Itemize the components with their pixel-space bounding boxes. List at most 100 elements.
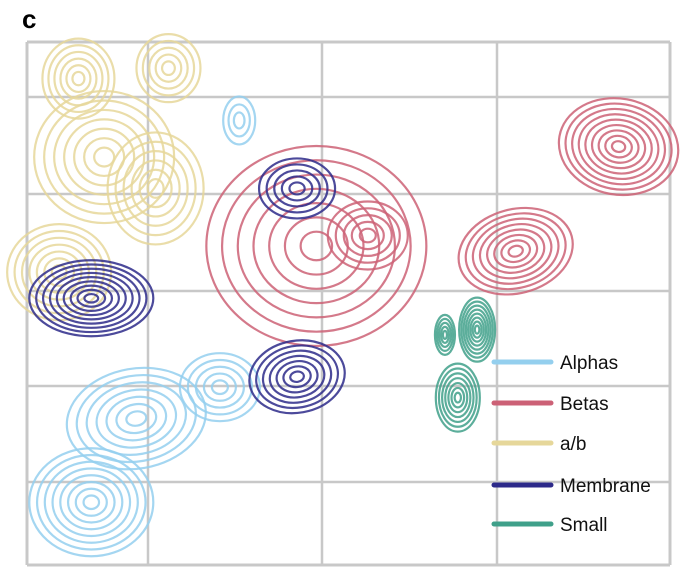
legend-label-alphas: Alphas: [560, 353, 618, 374]
contour-ring: [115, 402, 158, 435]
contour-ring: [194, 365, 245, 409]
contour-ring: [571, 107, 667, 186]
contour-ring: [205, 144, 428, 348]
contour-ring: [41, 267, 141, 329]
contour-ring: [28, 259, 155, 338]
contour-ring: [59, 474, 124, 531]
contour-ring: [55, 276, 127, 321]
contour-ring: [130, 159, 181, 218]
contour-ring: [63, 118, 146, 196]
contour-ring: [65, 64, 92, 94]
legend-item-ab: a/b: [491, 434, 586, 455]
contour-ring: [51, 467, 132, 538]
contour-ring: [450, 386, 466, 409]
contour-ring: [265, 163, 329, 214]
contour-ring: [106, 131, 205, 246]
contour-ring: [299, 230, 334, 262]
contour-ring: [577, 113, 660, 180]
contour-ring: [326, 200, 409, 271]
contour-ring: [437, 321, 453, 348]
contour-ring: [82, 494, 101, 511]
series-small: [433, 296, 497, 433]
series-ab: [6, 33, 205, 322]
contour-ring: [464, 212, 567, 291]
contour-ring: [473, 324, 481, 335]
contour-ring: [232, 111, 246, 130]
contour-ring: [342, 214, 393, 258]
contour-ring: [66, 480, 116, 524]
contour-ring: [557, 97, 680, 197]
contour-ring: [440, 372, 475, 424]
contour-ring: [268, 202, 365, 290]
contour-ring: [125, 410, 148, 427]
legend-item-alphas: Alphas: [491, 353, 618, 374]
contour-ring: [469, 316, 485, 343]
legend-label-ab: a/b: [560, 434, 586, 455]
series-betas: [205, 97, 680, 348]
contour-ring: [280, 175, 314, 202]
contour-ring: [460, 300, 494, 359]
contour-ring: [447, 381, 469, 414]
contour-ring: [597, 129, 640, 164]
contour-ring: [350, 220, 385, 251]
contour-ring: [41, 37, 116, 120]
contour-ring: [35, 263, 148, 334]
contour-ring: [493, 233, 539, 269]
contour-ring: [261, 349, 333, 404]
contour-ring: [458, 296, 497, 363]
contour-ring: [273, 169, 321, 208]
contour-ring: [71, 70, 86, 87]
contour-ring: [210, 379, 229, 396]
series-membrane: [28, 157, 346, 415]
contour-ring: [43, 460, 139, 544]
contour-ring: [202, 372, 237, 402]
contour-ring: [441, 329, 449, 340]
contour-ring: [148, 46, 189, 90]
contour-ring: [590, 123, 647, 170]
legend: Alphas Betas a/b Membrane Small: [491, 353, 651, 536]
contour-ring: [43, 99, 166, 215]
contour-ring: [114, 140, 197, 237]
contour-ring: [437, 367, 478, 428]
contour-ring: [610, 140, 627, 154]
contour-ring: [604, 134, 633, 159]
contour-ring: [83, 292, 100, 304]
legend-item-membrane: Membrane: [491, 476, 651, 497]
contour-ring: [453, 391, 463, 404]
legend-label-small: Small: [560, 515, 608, 536]
contour-ring: [282, 365, 312, 389]
contour-ring: [439, 325, 451, 344]
contour-ring: [141, 39, 196, 97]
contour-ring: [236, 173, 397, 319]
contour-ring: [478, 223, 553, 280]
contour-ring: [222, 95, 257, 146]
contour-ring: [186, 358, 253, 416]
contour-ring: [255, 344, 340, 410]
contour-ring: [83, 137, 126, 178]
contour-ring: [434, 362, 481, 433]
contour-ring: [178, 352, 261, 423]
contour-ring: [227, 103, 251, 138]
contour-ring: [160, 60, 176, 77]
contour-ring: [65, 366, 207, 471]
contour-ring: [584, 118, 653, 175]
contour-ring: [95, 388, 178, 449]
contour-ring: [93, 146, 116, 168]
contour-ring: [288, 181, 306, 196]
contour-ring: [28, 447, 155, 558]
legend-item-small: Small: [491, 515, 608, 536]
grid: [25, 40, 672, 567]
contour-ring: [268, 354, 326, 399]
contour-ring: [467, 312, 488, 347]
contour-ring: [48, 271, 134, 325]
contour-ring: [73, 127, 136, 187]
contour-ring: [76, 288, 107, 308]
contour-ring: [462, 304, 492, 355]
contour-ring: [47, 44, 110, 114]
contour-ring: [53, 108, 156, 206]
contour-ring: [75, 373, 197, 464]
contour-ring: [35, 453, 147, 551]
contour-ring: [564, 102, 673, 191]
contour-ring: [334, 207, 401, 264]
